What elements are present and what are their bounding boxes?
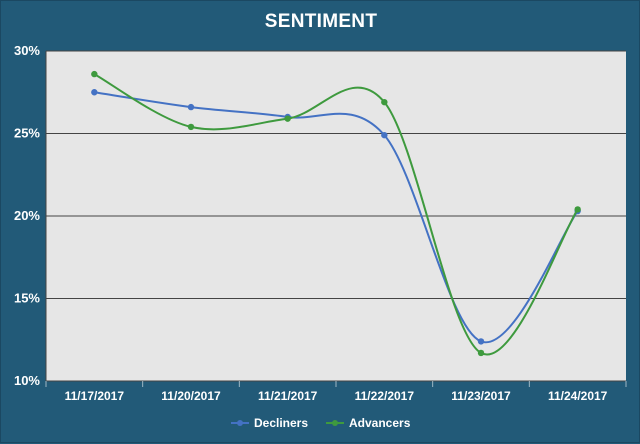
data-point-advancers <box>91 70 98 78</box>
data-point-advancers <box>477 349 485 357</box>
data-point-decliners <box>91 89 98 96</box>
data-point-decliners <box>187 103 195 111</box>
y-tick-label: 15% <box>14 291 40 306</box>
data-point-advancers <box>574 206 581 213</box>
data-point-advancers <box>284 115 291 122</box>
y-tick-label: 25% <box>14 126 40 141</box>
y-tick-label: 20% <box>14 208 40 223</box>
legend-label-decliners: Decliners <box>254 416 308 430</box>
chart-title: SENTIMENT <box>264 11 378 32</box>
x-tick-label: 11/20/2017 <box>161 389 221 403</box>
data-point-advancers <box>381 98 388 106</box>
data-point-decliners <box>381 131 388 139</box>
legend-label-advancers: Advancers <box>349 416 411 430</box>
x-tick-label: 11/23/2017 <box>451 389 511 403</box>
x-tick-label: 11/24/2017 <box>548 389 608 403</box>
y-tick-label: 30% <box>14 43 40 58</box>
x-tick-label: 11/21/2017 <box>258 389 318 403</box>
legend-marker-decliners <box>237 420 243 426</box>
data-point-decliners <box>477 338 485 345</box>
legend-marker-advancers <box>332 420 338 426</box>
data-point-advancers <box>187 123 195 131</box>
y-tick-label: 10% <box>14 373 40 388</box>
x-tick-label: 11/22/2017 <box>355 389 415 403</box>
x-tick-label: 11/17/2017 <box>65 389 125 403</box>
